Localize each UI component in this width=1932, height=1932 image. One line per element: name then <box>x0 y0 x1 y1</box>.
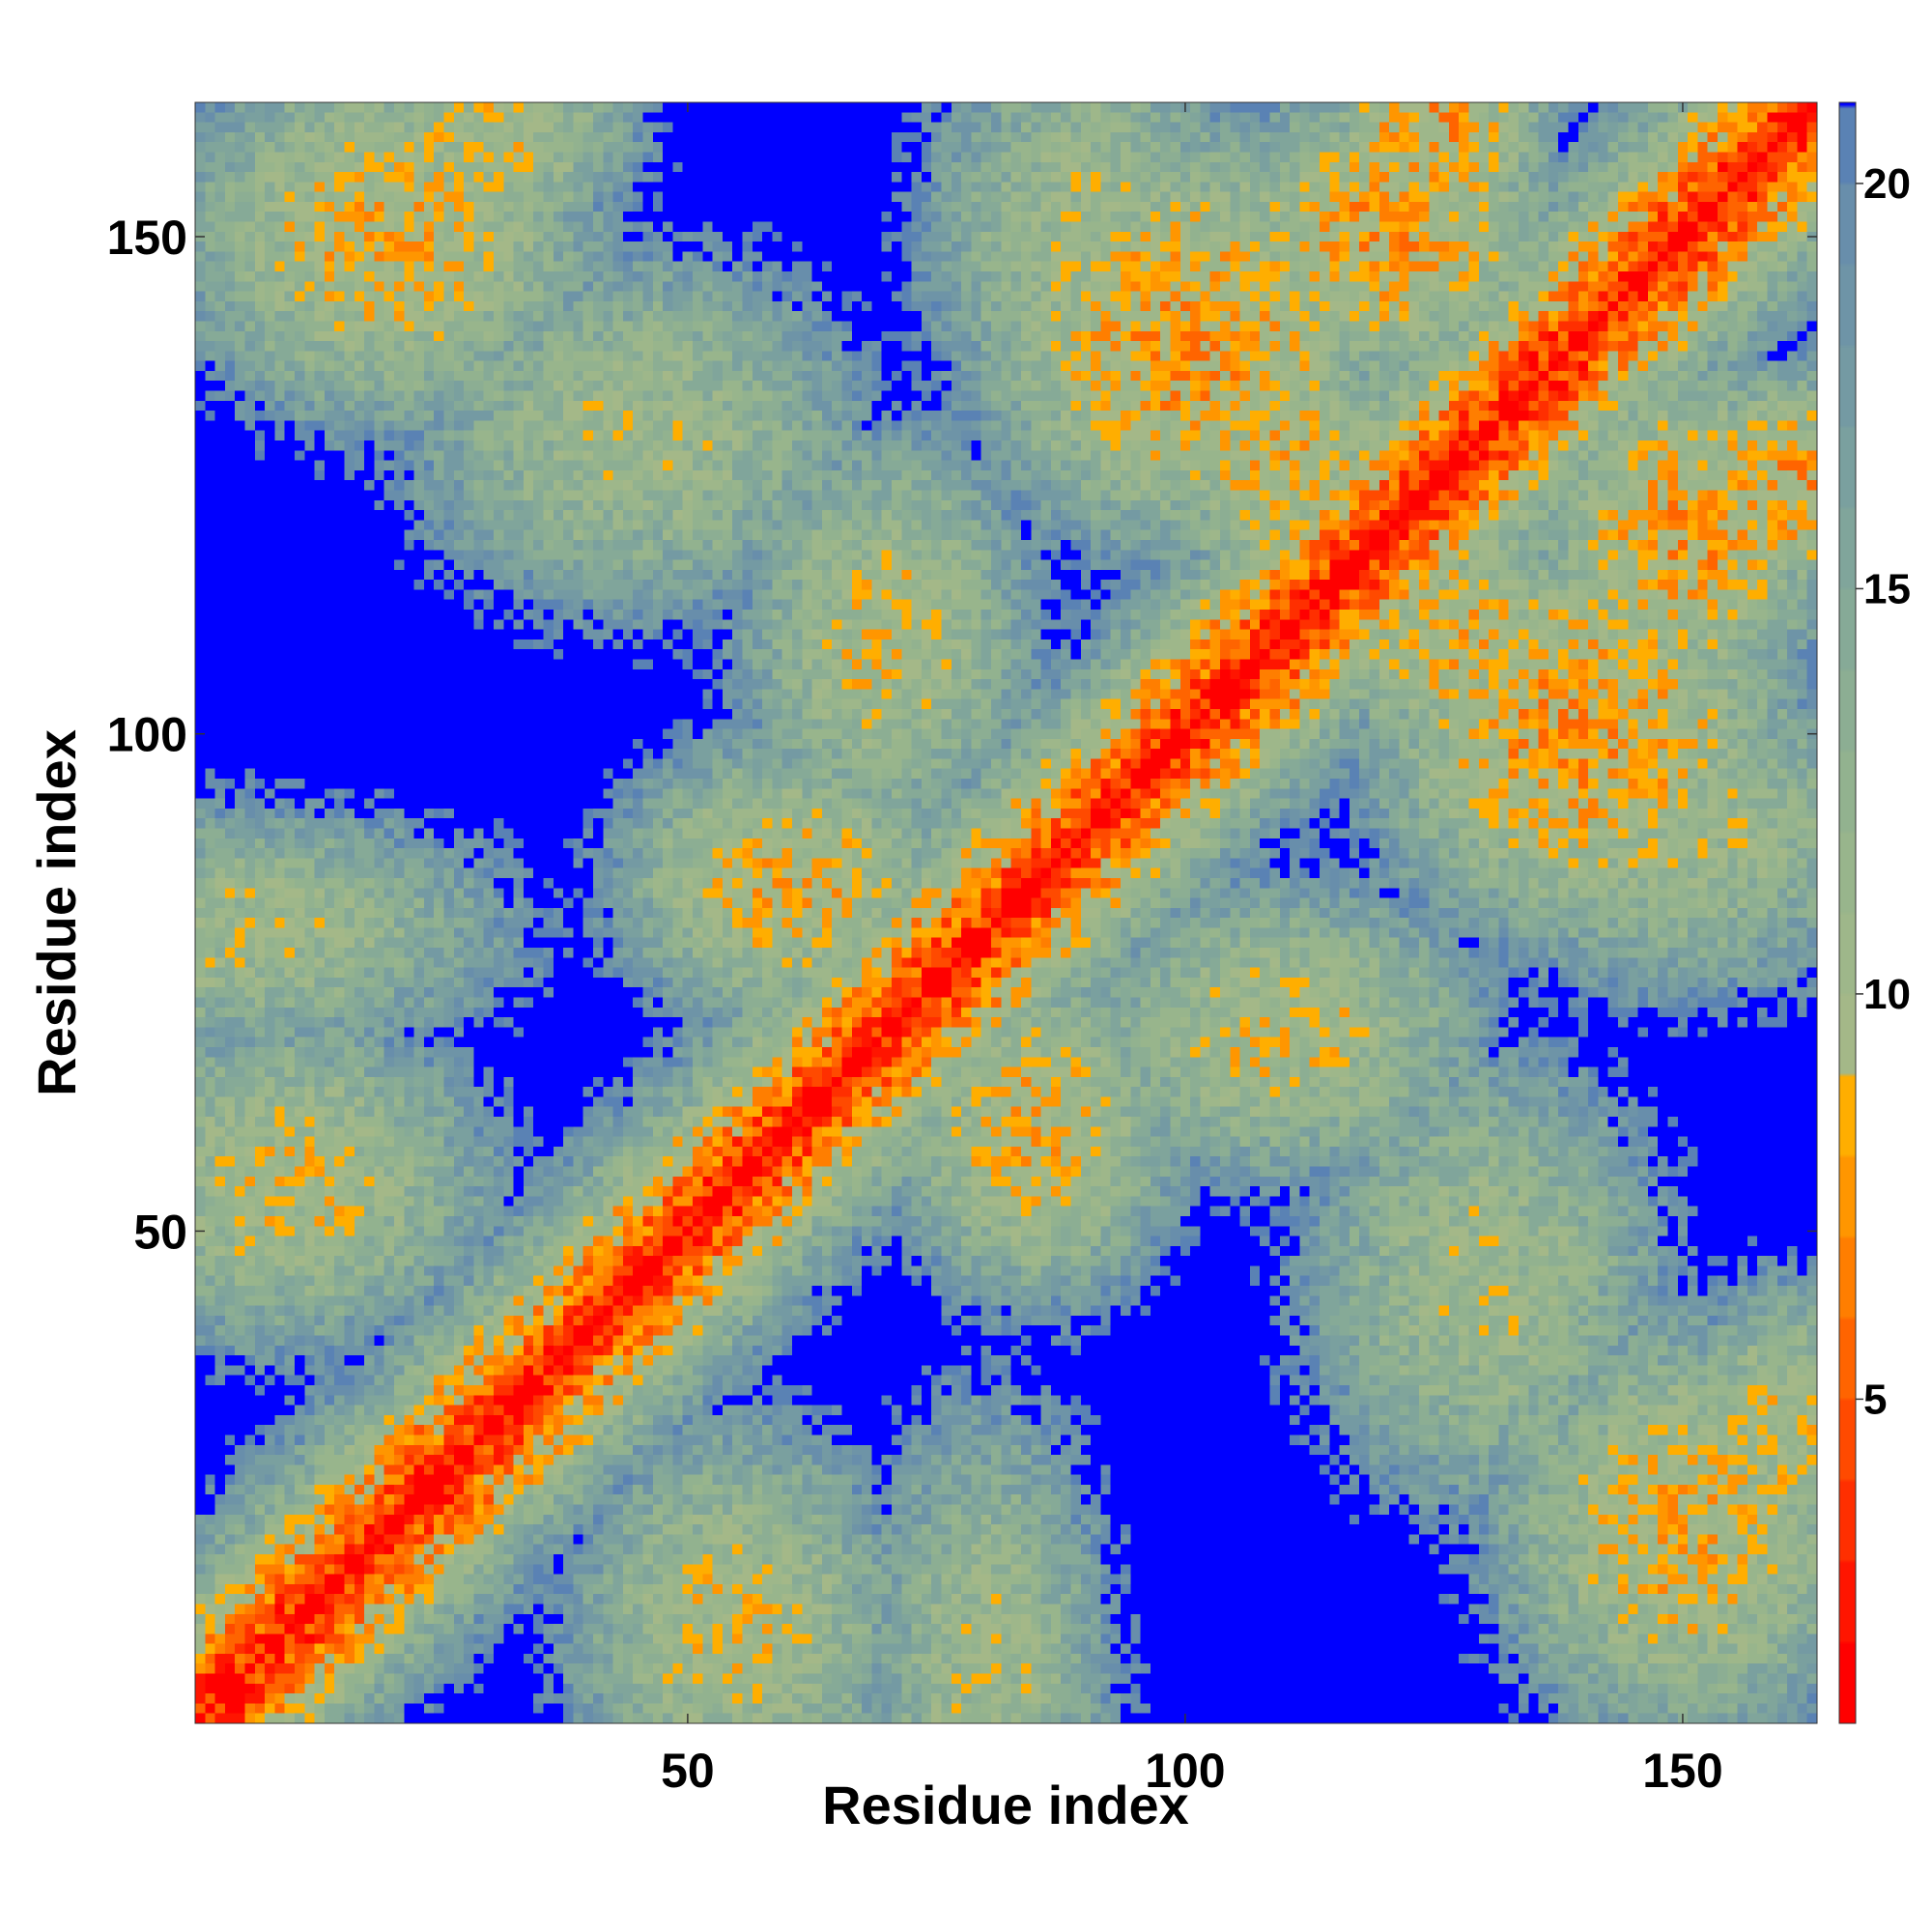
colorbar-tick-label: 5 <box>1863 1376 1887 1423</box>
colorbar <box>1839 102 1856 1723</box>
colorbar-ticks: 5 10 15 20 <box>1856 160 1911 1423</box>
y-tick-label: 100 <box>107 708 187 762</box>
y-axis-label: Residue index <box>26 729 87 1096</box>
x-tick-label: 50 <box>661 1744 715 1798</box>
x-tick-label: 150 <box>1642 1744 1722 1798</box>
y-tick-label: 150 <box>107 211 187 265</box>
distance-heatmap <box>195 102 1817 1723</box>
x-axis-ticks: 50 100 150 <box>661 102 1723 1798</box>
colorbar-frame <box>1838 101 1857 1724</box>
colorbar-tick-label: 20 <box>1863 160 1911 208</box>
colorbar-tick-label: 10 <box>1863 971 1911 1018</box>
x-tick-label: 100 <box>1145 1744 1225 1798</box>
plot-frame <box>194 101 1818 1724</box>
y-axis-ticks: 50 100 150 <box>107 211 1817 1259</box>
y-tick-label: 50 <box>133 1205 187 1259</box>
colorbar-tick-label: 15 <box>1863 565 1911 612</box>
x-axis-label: Residue index <box>822 1775 1189 1835</box>
